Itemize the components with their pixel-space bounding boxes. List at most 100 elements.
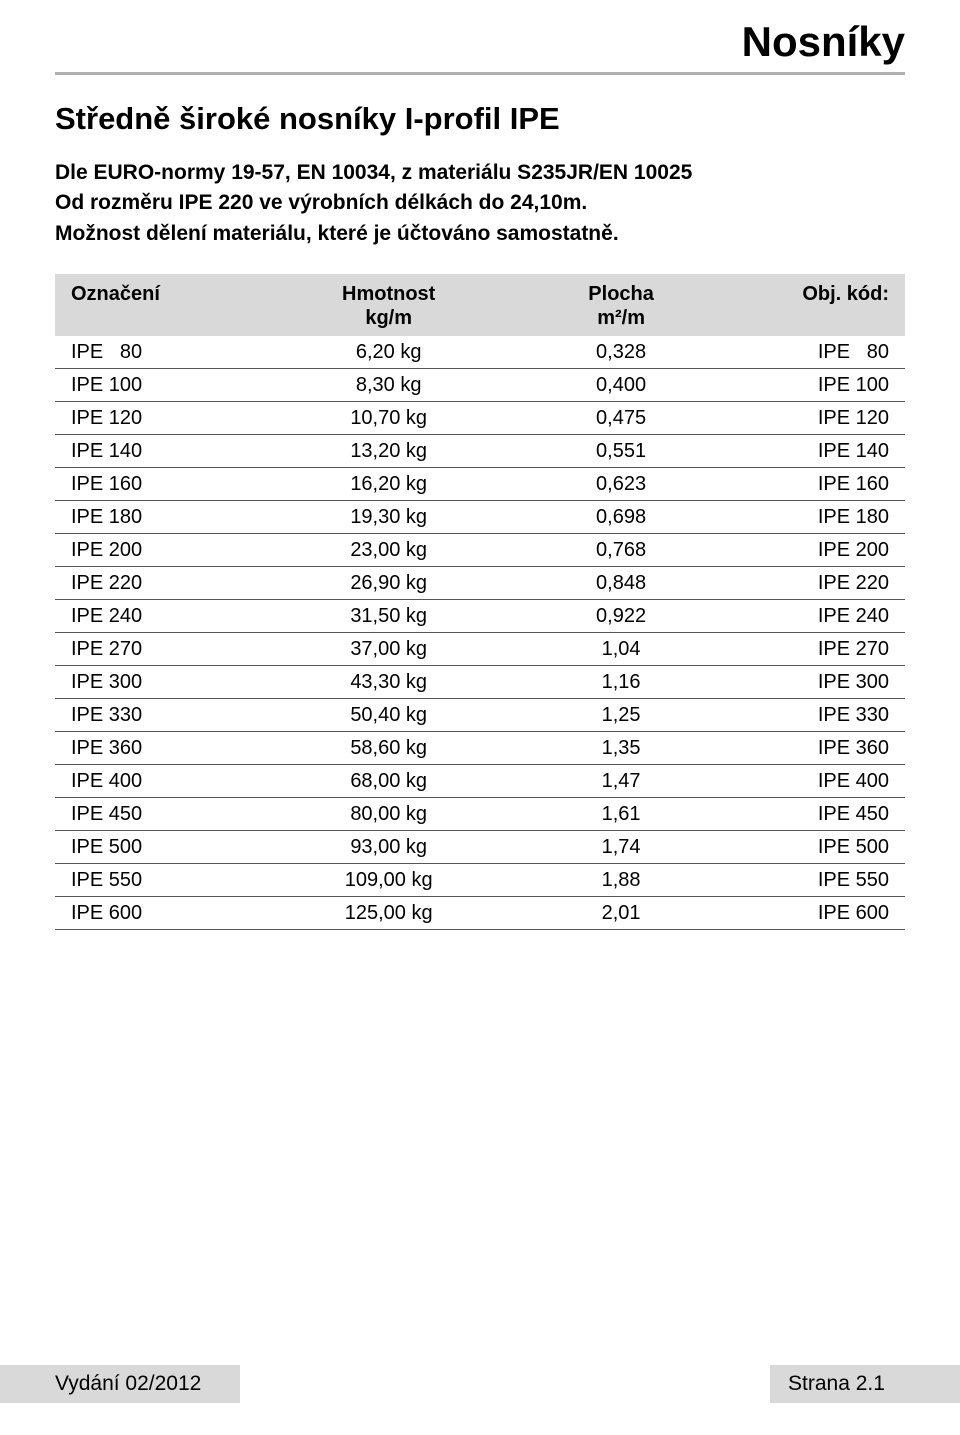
cell-area: 0,768 <box>513 539 729 562</box>
cell-code: IPE 220 <box>729 572 895 595</box>
cell-area: 0,475 <box>513 407 729 430</box>
cell-area: 0,922 <box>513 605 729 628</box>
cell-designation: IPE 100 <box>65 374 264 397</box>
col-header-label: Plocha <box>513 282 729 306</box>
cell-mass: 23,00 kg <box>264 539 513 562</box>
col-header-sublabel: m²/m <box>513 306 729 330</box>
table-row: IPE 16016,20 kg0,623IPE 160 <box>55 468 905 501</box>
footer-page-number: Strana 2.1 <box>770 1365 960 1403</box>
cell-mass: 43,30 kg <box>264 671 513 694</box>
table-row: IPE 14013,20 kg0,551IPE 140 <box>55 435 905 468</box>
cell-mass: 13,20 kg <box>264 440 513 463</box>
table-row: IPE 600125,00 kg2,01IPE 600 <box>55 897 905 930</box>
cell-mass: 58,60 kg <box>264 737 513 760</box>
cell-designation: IPE 80 <box>65 341 264 364</box>
table-row: IPE 40068,00 kg1,47IPE 400 <box>55 765 905 798</box>
cell-code: IPE 360 <box>729 737 895 760</box>
col-header-label: Obj. kód: <box>729 282 889 306</box>
cell-code: IPE 300 <box>729 671 895 694</box>
description-line: Dle EURO-normy 19-57, EN 10034, z materi… <box>55 159 905 187</box>
cell-mass: 16,20 kg <box>264 473 513 496</box>
cell-mass: 80,00 kg <box>264 803 513 826</box>
footer-edition: Vydání 02/2012 <box>0 1365 240 1403</box>
cell-area: 2,01 <box>513 902 729 925</box>
cell-area: 0,400 <box>513 374 729 397</box>
col-header-label: Hmotnost <box>264 282 513 306</box>
cell-designation: IPE 360 <box>65 737 264 760</box>
cell-code: IPE 140 <box>729 440 895 463</box>
category-title: Nosníky <box>732 18 905 66</box>
cell-designation: IPE 140 <box>65 440 264 463</box>
cell-mass: 26,90 kg <box>264 572 513 595</box>
cell-designation: IPE 300 <box>65 671 264 694</box>
table-row: IPE 806,20 kg0,328IPE 80 <box>55 336 905 369</box>
cell-mass: 10,70 kg <box>264 407 513 430</box>
col-header-designation: Označení <box>65 282 264 330</box>
cell-area: 0,551 <box>513 440 729 463</box>
cell-code: IPE 270 <box>729 638 895 661</box>
table-row: IPE 12010,70 kg0,475IPE 120 <box>55 402 905 435</box>
description-line: Od rozměru IPE 220 ve výrobních délkách … <box>55 189 905 217</box>
cell-code: IPE 100 <box>729 374 895 397</box>
cell-designation: IPE 450 <box>65 803 264 826</box>
cell-area: 1,25 <box>513 704 729 727</box>
cell-area: 1,61 <box>513 803 729 826</box>
cell-code: IPE 200 <box>729 539 895 562</box>
cell-area: 1,88 <box>513 869 729 892</box>
cell-designation: IPE 500 <box>65 836 264 859</box>
cell-designation: IPE 120 <box>65 407 264 430</box>
cell-mass: 50,40 kg <box>264 704 513 727</box>
col-header-code: Obj. kód: <box>729 282 895 330</box>
cell-designation: IPE 400 <box>65 770 264 793</box>
cell-code: IPE 80 <box>729 341 895 364</box>
cell-code: IPE 600 <box>729 902 895 925</box>
cell-area: 1,16 <box>513 671 729 694</box>
cell-area: 0,328 <box>513 341 729 364</box>
cell-mass: 19,30 kg <box>264 506 513 529</box>
table-row: IPE 30043,30 kg1,16IPE 300 <box>55 666 905 699</box>
section-title: Středně široké nosníky I-profil IPE <box>55 101 905 137</box>
cell-code: IPE 120 <box>729 407 895 430</box>
cell-code: IPE 400 <box>729 770 895 793</box>
cell-mass: 68,00 kg <box>264 770 513 793</box>
cell-area: 0,623 <box>513 473 729 496</box>
cell-mass: 125,00 kg <box>264 902 513 925</box>
cell-designation: IPE 160 <box>65 473 264 496</box>
table-row: IPE 27037,00 kg1,04IPE 270 <box>55 633 905 666</box>
table-row: IPE 24031,50 kg0,922IPE 240 <box>55 600 905 633</box>
cell-area: 1,47 <box>513 770 729 793</box>
cell-code: IPE 240 <box>729 605 895 628</box>
col-header-mass: Hmotnost kg/m <box>264 282 513 330</box>
cell-designation: IPE 220 <box>65 572 264 595</box>
table-header-row: Označení Hmotnost kg/m Plocha m²/m Obj. … <box>55 274 905 336</box>
table-row: IPE 22026,90 kg0,848IPE 220 <box>55 567 905 600</box>
cell-mass: 31,50 kg <box>264 605 513 628</box>
cell-area: 1,74 <box>513 836 729 859</box>
col-header-label: Označení <box>71 282 264 306</box>
table-row: IPE 36058,60 kg1,35IPE 360 <box>55 732 905 765</box>
cell-designation: IPE 200 <box>65 539 264 562</box>
cell-area: 0,698 <box>513 506 729 529</box>
cell-code: IPE 180 <box>729 506 895 529</box>
cell-area: 1,04 <box>513 638 729 661</box>
col-header-area: Plocha m²/m <box>513 282 729 330</box>
table-row: IPE 18019,30 kg0,698IPE 180 <box>55 501 905 534</box>
cell-code: IPE 330 <box>729 704 895 727</box>
cell-code: IPE 500 <box>729 836 895 859</box>
cell-area: 0,848 <box>513 572 729 595</box>
cell-code: IPE 160 <box>729 473 895 496</box>
table-body: IPE 806,20 kg0,328IPE 80IPE 1008,30 kg0,… <box>55 336 905 930</box>
cell-mass: 37,00 kg <box>264 638 513 661</box>
cell-code: IPE 450 <box>729 803 895 826</box>
page-footer: Vydání 02/2012 Strana 2.1 <box>0 1359 960 1403</box>
cell-mass: 93,00 kg <box>264 836 513 859</box>
table-row: IPE 1008,30 kg0,400IPE 100 <box>55 369 905 402</box>
table-row: IPE 45080,00 kg1,61IPE 450 <box>55 798 905 831</box>
page: Nosníky Středně široké nosníky I-profil … <box>0 0 960 1435</box>
cell-mass: 6,20 kg <box>264 341 513 364</box>
table-row: IPE 50093,00 kg1,74IPE 500 <box>55 831 905 864</box>
cell-designation: IPE 270 <box>65 638 264 661</box>
cell-code: IPE 550 <box>729 869 895 892</box>
cell-designation: IPE 600 <box>65 902 264 925</box>
cell-mass: 109,00 kg <box>264 869 513 892</box>
